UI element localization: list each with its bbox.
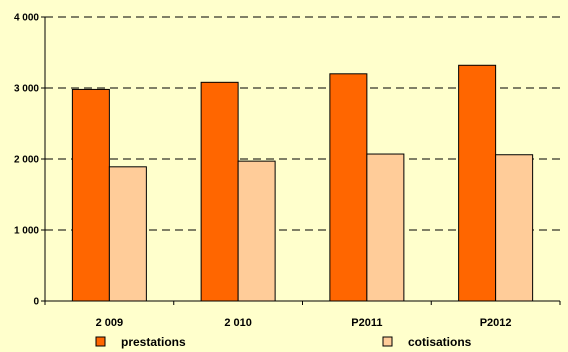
bar-prestations — [458, 64, 497, 302]
x-tick-label: P2011 — [351, 317, 382, 329]
y-tick-label: 0 — [33, 297, 39, 308]
legend-label-cotisations: cotisations — [408, 335, 472, 349]
x-tick-label: 2 009 — [96, 317, 124, 329]
y-tick-label: 4 000 — [14, 13, 39, 24]
legend-swatch-cotisations — [382, 336, 393, 347]
bar-prestations — [200, 81, 239, 302]
bar-cotisations — [237, 160, 276, 302]
bar-cotisations — [495, 154, 534, 302]
bar-cotisations — [108, 166, 147, 302]
bar-prestations — [329, 73, 368, 302]
legend-swatch-prestations — [95, 336, 106, 347]
y-tick-label: 3 000 — [14, 84, 39, 95]
x-tick-label: 2 010 — [224, 317, 252, 329]
bar-cotisations — [366, 153, 405, 302]
bar-prestations — [71, 88, 110, 302]
y-tick-label: 2 000 — [14, 155, 39, 166]
legend-label-prestations: prestations — [121, 335, 186, 349]
y-tick-label: 1 000 — [14, 226, 39, 237]
x-tick-label: P2012 — [480, 317, 512, 329]
